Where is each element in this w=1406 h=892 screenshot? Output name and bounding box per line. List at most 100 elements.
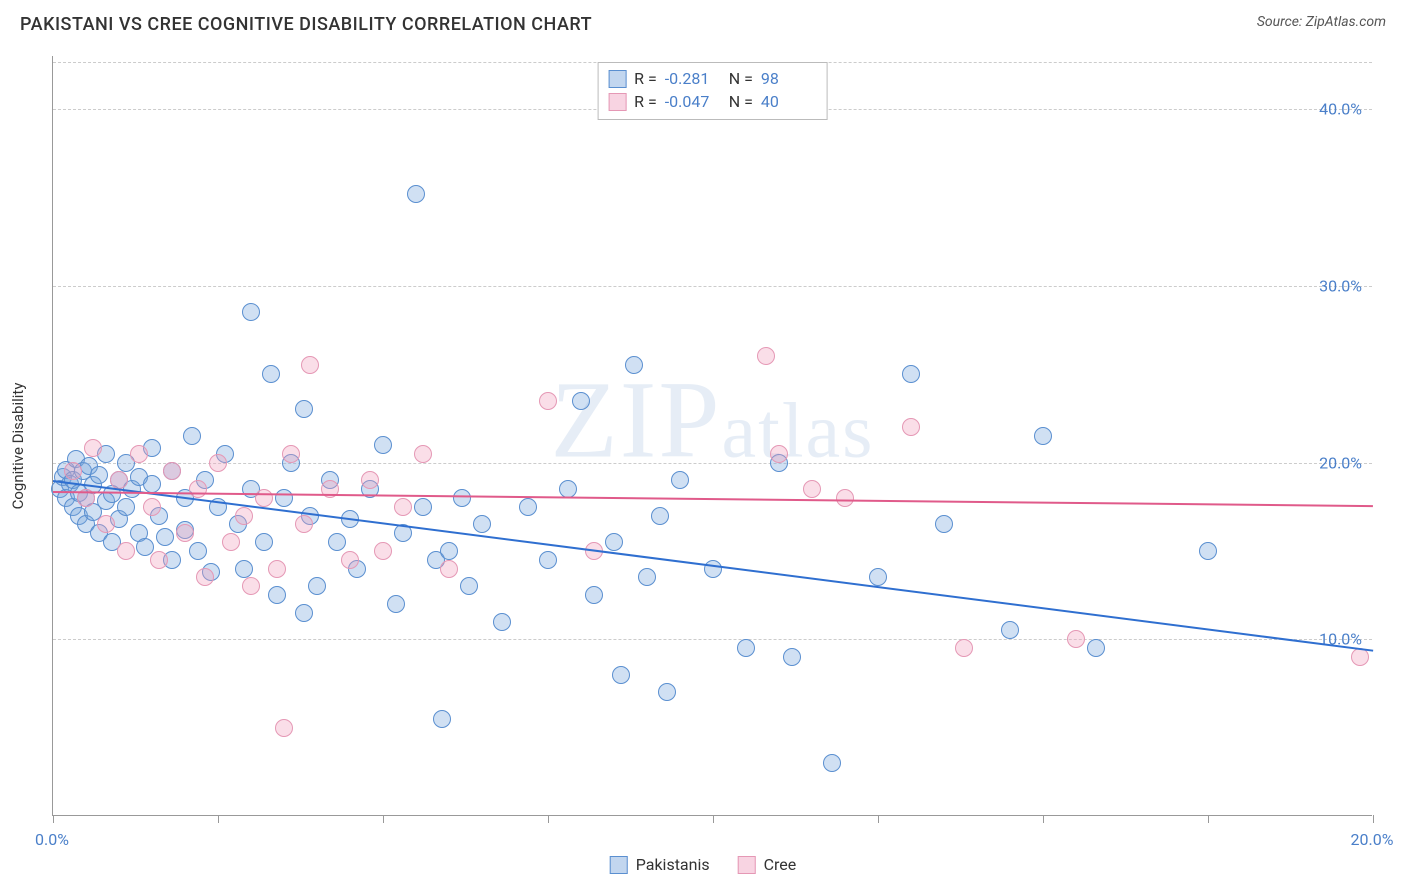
data-point	[638, 568, 656, 586]
data-point	[301, 356, 319, 374]
stat-r-value-pakistani: -0.281	[665, 69, 721, 88]
data-point	[308, 577, 326, 595]
y-axis-label: Cognitive Disability	[9, 383, 27, 510]
data-point	[242, 577, 260, 595]
data-point	[262, 365, 280, 383]
stat-n-label: N =	[729, 69, 753, 88]
legend-swatch-cree	[738, 856, 756, 874]
data-point	[407, 185, 425, 203]
xtick	[713, 815, 714, 823]
data-point	[189, 542, 207, 560]
stat-r-value-cree: -0.047	[665, 92, 721, 111]
data-point	[275, 489, 293, 507]
chart-title: PAKISTANI VS CREE COGNITIVE DISABILITY C…	[20, 14, 592, 35]
data-point	[117, 498, 135, 516]
data-point	[539, 551, 557, 569]
data-point	[90, 466, 108, 484]
data-point	[440, 560, 458, 578]
data-point	[902, 418, 920, 436]
data-point	[1001, 621, 1019, 639]
legend-item-cree: Cree	[738, 855, 797, 874]
data-point	[117, 542, 135, 560]
data-point	[823, 754, 841, 772]
stats-row-pakistani: R = -0.281 N = 98	[608, 67, 817, 90]
data-point	[935, 515, 953, 533]
data-point	[612, 666, 630, 684]
legend-item-pakistani: Pakistanis	[610, 855, 710, 874]
data-point	[559, 480, 577, 498]
chart-source: Source: ZipAtlas.com	[1257, 14, 1386, 30]
data-point	[150, 551, 168, 569]
data-point	[473, 515, 491, 533]
legend-bottom: Pakistanis Cree	[610, 855, 797, 874]
data-point	[374, 436, 392, 454]
legend-label-cree: Cree	[764, 855, 797, 874]
data-point	[803, 480, 821, 498]
xtick	[548, 815, 549, 823]
data-point	[282, 445, 300, 463]
scatter-plot-area: ZIPatlas R = -0.281 N = 98 R = -0.047 N …	[52, 56, 1372, 816]
stat-r-label: R =	[634, 69, 657, 88]
data-point	[295, 515, 313, 533]
data-point	[414, 445, 432, 463]
data-point	[235, 560, 253, 578]
data-point	[737, 639, 755, 657]
data-point	[955, 639, 973, 657]
data-point	[387, 595, 405, 613]
xtick	[53, 815, 54, 823]
data-point	[1199, 542, 1217, 560]
data-point	[539, 392, 557, 410]
data-point	[183, 427, 201, 445]
xtick	[383, 815, 384, 823]
data-point	[625, 356, 643, 374]
data-point	[453, 489, 471, 507]
data-point	[658, 683, 676, 701]
data-point	[156, 528, 174, 546]
swatch-cree	[608, 93, 626, 111]
xtick	[1043, 815, 1044, 823]
stat-n-value-pakistani: 98	[761, 69, 817, 88]
stats-row-cree: R = -0.047 N = 40	[608, 90, 817, 113]
data-point	[1067, 630, 1085, 648]
data-point	[97, 515, 115, 533]
legend-label-pakistani: Pakistanis	[636, 855, 710, 874]
ytick-label: 40.0%	[1319, 100, 1362, 119]
data-point	[374, 542, 392, 560]
xtick-label: 0.0%	[35, 830, 69, 849]
data-point	[1034, 427, 1052, 445]
data-point	[1087, 639, 1105, 657]
xtick-label: 20.0%	[1351, 830, 1394, 849]
ytick-label: 20.0%	[1319, 453, 1362, 472]
data-point	[64, 462, 82, 480]
data-point	[341, 551, 359, 569]
data-point	[493, 613, 511, 631]
data-point	[585, 586, 603, 604]
data-point	[255, 533, 273, 551]
data-point	[110, 471, 128, 489]
data-point	[222, 533, 240, 551]
data-point	[757, 347, 775, 365]
gridline	[53, 286, 1372, 287]
stat-n-label: N =	[729, 92, 753, 111]
chart-header: PAKISTANI VS CREE COGNITIVE DISABILITY C…	[0, 0, 1406, 35]
data-point	[433, 710, 451, 728]
data-point	[209, 454, 227, 472]
data-point	[143, 475, 161, 493]
data-point	[84, 439, 102, 457]
xtick	[218, 815, 219, 823]
xtick	[878, 815, 879, 823]
gridline	[53, 639, 1372, 640]
data-point	[605, 533, 623, 551]
data-point	[651, 507, 669, 525]
data-point	[255, 489, 273, 507]
data-point	[572, 392, 590, 410]
data-point	[130, 445, 148, 463]
xtick	[1373, 815, 1374, 823]
data-point	[902, 365, 920, 383]
data-point	[394, 498, 412, 516]
data-point	[361, 471, 379, 489]
data-point	[275, 719, 293, 737]
data-point	[704, 560, 722, 578]
legend-swatch-pakistani	[610, 856, 628, 874]
data-point	[836, 489, 854, 507]
